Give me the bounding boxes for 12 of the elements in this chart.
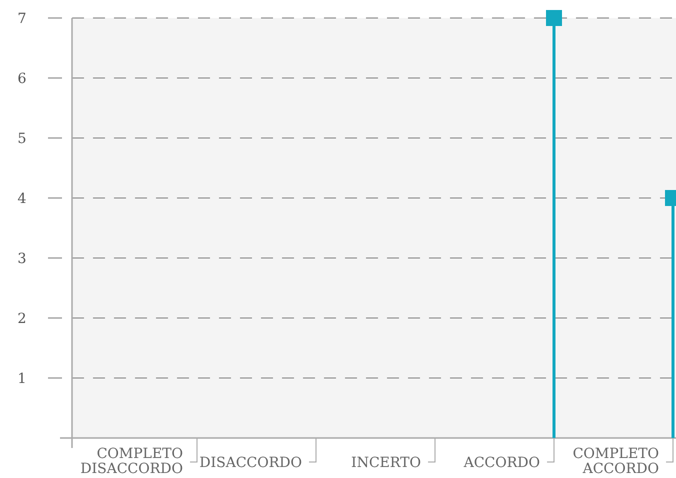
y-tick-label: 3: [18, 250, 26, 267]
y-tick-label: 6: [18, 70, 27, 87]
x-tick-label: INCERTO: [351, 455, 421, 471]
y-tick-label: 5: [18, 130, 26, 147]
x-tick-label: COMPLETO DISACCORDO: [80, 446, 183, 477]
y-tick-label: 2: [18, 310, 26, 327]
y-tick-label: 4: [18, 190, 27, 207]
x-tick-label: DISACCORDO: [199, 455, 302, 471]
x-tick-label: COMPLETO ACCORDO: [572, 446, 659, 477]
x-tick-label: ACCORDO: [462, 455, 540, 471]
y-tick-label: 1: [18, 370, 26, 387]
y-tick-label: 7: [18, 10, 26, 27]
